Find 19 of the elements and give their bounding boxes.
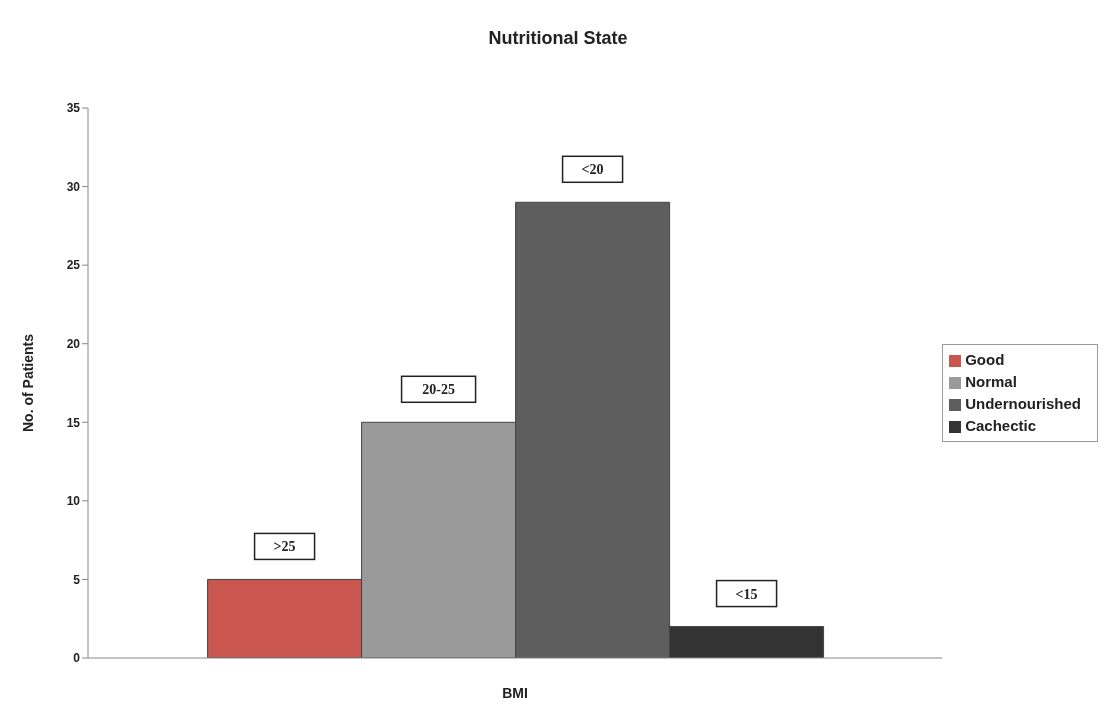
y-tick-label: 35: [66, 101, 81, 116]
annotation: 20-25: [422, 382, 455, 398]
y-tick-label: 5: [73, 572, 81, 587]
y-axis-title: No. of Patients: [19, 333, 36, 433]
chart-title: Nutritional State: [487, 27, 629, 50]
y-tick-label: 25: [66, 258, 81, 273]
legend-label: Normal: [965, 373, 1017, 390]
annotation: <20: [581, 162, 604, 178]
legend-label: Good: [965, 351, 1005, 368]
annotation: >25: [273, 539, 296, 555]
y-tick-label: 15: [66, 415, 81, 430]
y-tick-label: 30: [66, 179, 81, 194]
y-tick-label: 10: [66, 494, 81, 509]
y-tick-label: 0: [73, 651, 81, 666]
annotation: <15: [735, 586, 758, 602]
y-tick-label: 20: [66, 336, 81, 351]
legend-label: Cachectic: [965, 417, 1037, 434]
x-axis-title: BMI: [502, 685, 528, 701]
legend-label: Undernourished: [965, 395, 1081, 412]
